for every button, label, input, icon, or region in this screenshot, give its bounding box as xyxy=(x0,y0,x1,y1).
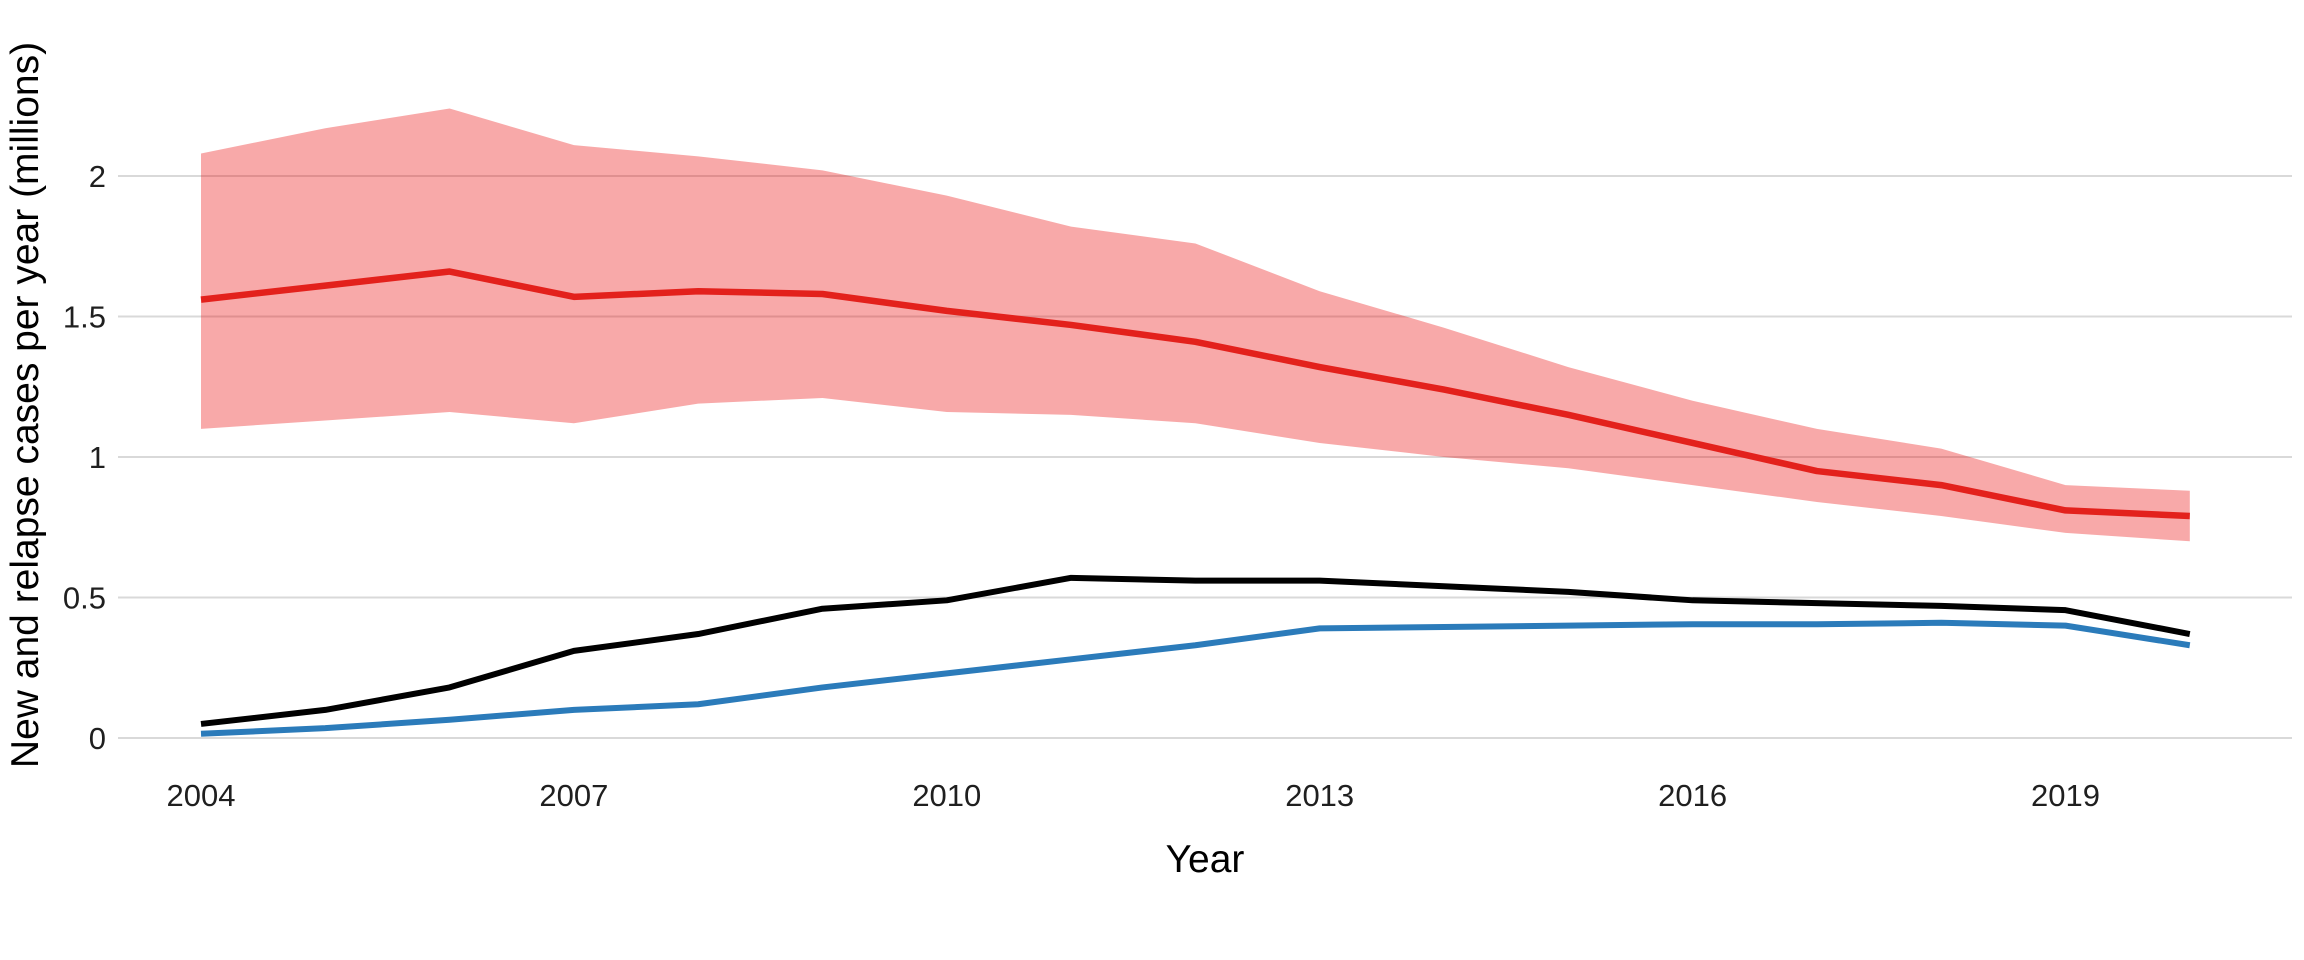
y-tick-label: 1 xyxy=(89,440,106,475)
confidence-ribbon xyxy=(201,108,2190,542)
y-axis-title: New and relapse cases per year (millions… xyxy=(4,42,47,768)
x-tick-label: 2013 xyxy=(1285,778,1354,813)
blue-line xyxy=(200,619,2191,737)
x-tick-label: 2019 xyxy=(2031,778,2100,813)
x-tick-label: 2007 xyxy=(539,778,608,813)
y-tick-label: 0 xyxy=(89,721,106,756)
x-tick-labels-group: 2004 2007 2010 2013 2016 2019 xyxy=(167,778,2100,813)
y-tick-label: 1.5 xyxy=(63,300,106,335)
x-tick-label: 2016 xyxy=(1658,778,1727,813)
x-tick-label: 2010 xyxy=(912,778,981,813)
y-tick-labels-group: 0 0.5 1 1.5 2 xyxy=(63,159,106,756)
y-tick-label: 2 xyxy=(89,159,106,194)
x-tick-label: 2004 xyxy=(167,778,236,813)
y-tick-label: 0.5 xyxy=(63,581,106,616)
gridlines-group xyxy=(118,175,2292,739)
black-line xyxy=(200,574,2191,727)
red-line-central-estimate xyxy=(200,268,2190,520)
series-lines-group xyxy=(200,268,2191,737)
confidence-ribbon-group xyxy=(201,108,2190,542)
x-axis-title: Year xyxy=(1166,838,1245,881)
